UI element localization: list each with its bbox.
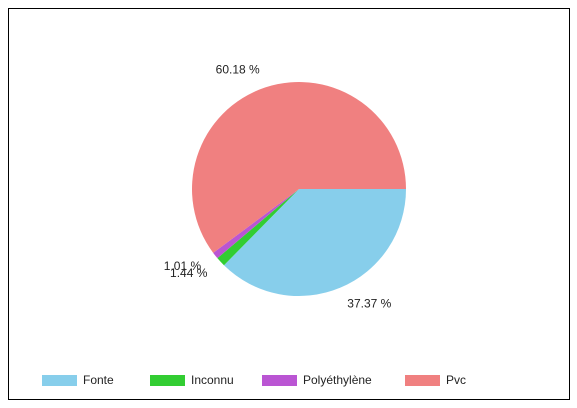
legend-swatch — [42, 375, 77, 386]
legend-swatch — [150, 375, 185, 386]
pie-slice — [192, 81, 406, 253]
data-label: 37.37 % — [347, 296, 391, 310]
legend-label: Fonte — [83, 373, 114, 387]
legend-label: Polyéthylène — [303, 373, 372, 387]
pie-slice — [217, 189, 299, 266]
data-label: 1.01 % — [164, 259, 202, 273]
data-label: 60.18 % — [216, 63, 260, 77]
legend-label: Inconnu — [191, 373, 234, 387]
legend-swatch — [262, 375, 297, 386]
legend-label: Pvc — [446, 373, 466, 387]
pie-slice — [213, 189, 299, 259]
legend-swatch — [405, 375, 440, 386]
pie-slice — [223, 189, 406, 296]
data-label: 1.44 % — [170, 266, 208, 280]
